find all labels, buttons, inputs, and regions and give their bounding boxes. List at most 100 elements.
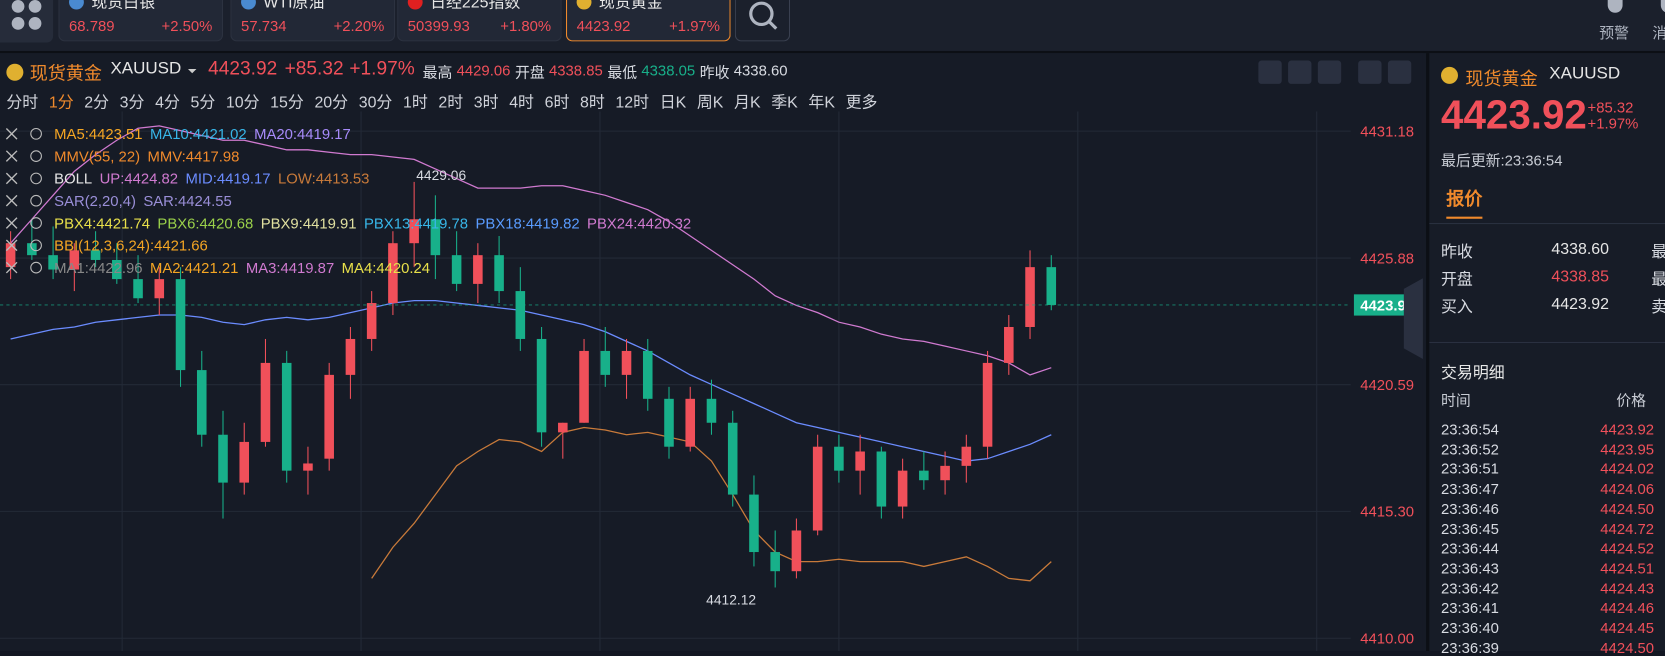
candle-body [494, 255, 504, 292]
indicator-value: MA4:4420.24 [342, 261, 430, 277]
side-price: 4423.92 [1440, 93, 1587, 139]
settings-icon[interactable] [30, 261, 42, 274]
candle-body [897, 470, 908, 507]
period-button[interactable]: 1分 [48, 93, 74, 112]
tool-button[interactable] [1358, 60, 1382, 84]
settings-icon[interactable] [30, 150, 42, 162]
period-button[interactable]: 12时 [615, 93, 650, 112]
indicator-value: PBX6:4420.68 [157, 216, 253, 232]
period-button[interactable]: 4分 [155, 93, 180, 112]
candle-body [239, 441, 250, 483]
period-button[interactable]: 1时 [402, 93, 428, 112]
candle-body [48, 255, 58, 270]
trade-time: 23:36:43 [1440, 559, 1499, 577]
candle-body [303, 463, 313, 471]
update-time: 最后更新:23:36:54 [1440, 151, 1563, 169]
settings-icon[interactable] [30, 194, 42, 207]
market-tab[interactable]: 现货黄金 4423.92 +1.97% [565, 0, 731, 42]
indicator-value: PBX9:4419.91 [261, 216, 357, 232]
close-icon[interactable] [5, 194, 18, 207]
stat-value: 4429.06 [456, 61, 511, 79]
period-button[interactable]: 15分 [270, 93, 304, 112]
trade-price: 4424.51 [1600, 559, 1655, 577]
stat-label: 昨收 [699, 63, 730, 81]
action-label[interactable]: 预警 [1599, 24, 1629, 42]
period-button[interactable]: 8时 [580, 93, 605, 112]
market-tab[interactable]: 日经225指数 50399.93 +1.80% [397, 0, 562, 42]
y-tick-label: 4425.88 [1360, 251, 1414, 267]
settings-icon[interactable] [30, 172, 42, 185]
candle-body [324, 374, 334, 459]
period-button[interactable]: 月K [734, 93, 761, 112]
y-tick-label: 4410.00 [1360, 632, 1414, 648]
period-button[interactable]: 周K [696, 93, 724, 112]
trade-price: 4424.45 [1600, 619, 1655, 637]
candle-body [409, 219, 419, 244]
period-button[interactable]: 年K [808, 93, 835, 112]
candle-body [579, 350, 589, 423]
candle-body [5, 243, 16, 268]
menu-button[interactable] [0, 0, 54, 43]
close-icon[interactable] [5, 217, 18, 229]
close-icon[interactable] [5, 261, 18, 274]
candle-body [600, 350, 611, 375]
header-price: 4423.92 [208, 57, 278, 79]
trade-price: 4424.06 [1600, 480, 1655, 498]
period-button[interactable]: 4时 [509, 93, 534, 112]
search-button[interactable] [734, 0, 791, 42]
close-icon[interactable] [5, 128, 18, 140]
close-icon[interactable] [5, 239, 18, 252]
settings-icon[interactable] [30, 217, 42, 229]
quote-label-cut: 最 [1651, 268, 1665, 290]
period-button[interactable]: 20分 [314, 93, 349, 112]
close-icon[interactable] [5, 150, 18, 162]
indicator-value: SAR(2,20,4) [54, 194, 136, 210]
side-symbol: XAUUSD [1549, 64, 1621, 83]
period-button[interactable]: 10分 [225, 93, 260, 112]
period-button[interactable]: 2分 [84, 93, 110, 112]
period-button[interactable]: 分时 [6, 93, 39, 112]
symbol-code[interactable]: XAUUSD [110, 59, 182, 78]
period-button[interactable]: 日K [659, 93, 687, 112]
candle-body [451, 255, 462, 284]
last-price-label: 4423.92 [1360, 298, 1414, 314]
market-tab[interactable]: 现货白银 68.789 +2.50% [58, 0, 223, 42]
quote-tab[interactable]: 报价 [1446, 184, 1483, 219]
trade-time: 23:36:52 [1440, 440, 1499, 458]
candle-body [69, 250, 80, 270]
period-button[interactable]: 3时 [473, 93, 499, 112]
indicator-value: MA3:4419.87 [246, 261, 334, 277]
trade-time: 23:36:51 [1440, 460, 1499, 478]
candle-body [536, 338, 547, 433]
settings-icon[interactable] [30, 127, 42, 140]
indicator-value: SAR:4424.55 [143, 194, 231, 210]
candle-body [621, 350, 632, 375]
period-button[interactable]: 6时 [544, 93, 570, 112]
y-tick-label: 4420.59 [1360, 378, 1414, 394]
indicator-line [371, 426, 1052, 582]
action-label[interactable]: 消 [1652, 22, 1665, 43]
y-tick-label: 4431.18 [1360, 124, 1414, 140]
candle-body [133, 279, 143, 299]
candle-body [345, 338, 356, 375]
candle-body [834, 446, 844, 471]
tool-button[interactable] [1387, 60, 1412, 84]
close-icon[interactable] [5, 172, 18, 185]
period-button[interactable]: 3分 [119, 93, 145, 112]
settings-icon[interactable] [30, 239, 42, 252]
period-button[interactable]: 30分 [358, 93, 393, 112]
expand-handle[interactable] [1403, 278, 1423, 359]
period-button[interactable]: 季K [771, 93, 798, 112]
tool-button[interactable] [1317, 60, 1342, 84]
period-button[interactable]: 2时 [438, 93, 464, 112]
trade-time: 23:36:44 [1440, 539, 1499, 557]
period-button[interactable]: 5分 [190, 93, 216, 112]
market-tab[interactable]: WTI原油 57.734 +2.20% [230, 0, 396, 42]
tool-button[interactable] [1288, 60, 1312, 84]
trade-price: 4424.52 [1600, 539, 1655, 557]
period-button[interactable]: 更多 [845, 93, 878, 112]
top-bar: 现货白银 68.789 +2.50% WTI原油 57.734 +2.20% 日经225指数… [0, 0, 1665, 54]
tool-button[interactable] [1258, 60, 1282, 84]
tab-name: 现货白银 [91, 0, 156, 12]
quote-label-cut: 最 [1651, 240, 1665, 262]
